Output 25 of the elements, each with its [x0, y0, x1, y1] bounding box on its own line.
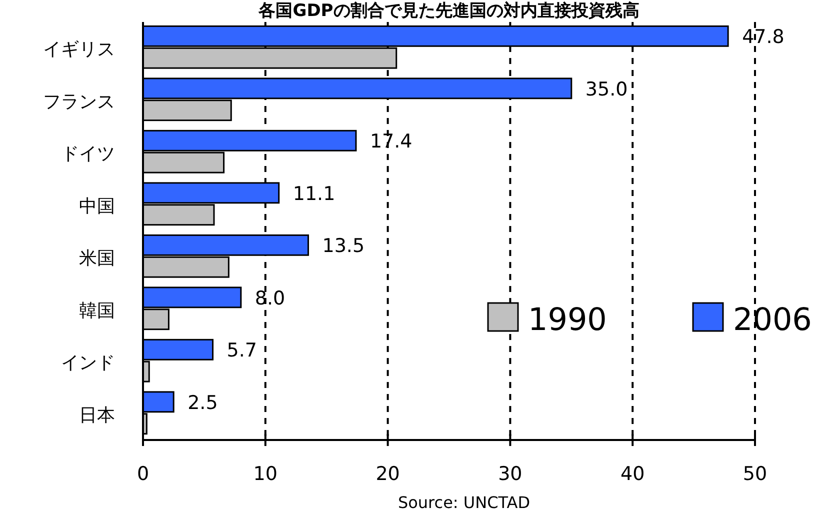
- y-tick-label: ドイツ: [61, 144, 115, 165]
- y-tick-label: イギリス: [43, 39, 115, 60]
- y-tick-label: フランス: [43, 91, 115, 112]
- y-tick-label: 日本: [79, 404, 115, 426]
- y-tick-label: 韓国: [79, 300, 115, 322]
- data-label: 8.0: [254, 287, 286, 310]
- chart-title: 各国GDPの割合で見た先進国の対内直接投資残高: [258, 1, 640, 21]
- data-label: 47.8: [742, 26, 784, 48]
- data-label: 5.7: [226, 340, 257, 362]
- x-tick-label: 0: [136, 463, 150, 485]
- x-tick-label: 50: [742, 463, 768, 485]
- data-label: 11.1: [292, 182, 336, 205]
- x-tick-label: 30: [498, 463, 522, 485]
- data-label: 35.0: [585, 78, 628, 100]
- data-label: 13.5: [322, 235, 365, 258]
- legend-label: 2006: [733, 302, 812, 338]
- y-tick-label: 中国: [79, 196, 115, 217]
- y-tick-label: インド: [61, 352, 115, 374]
- source-note: Source: UNCTAD: [398, 493, 530, 512]
- y-tick-label: 米国: [79, 248, 115, 270]
- x-tick-label: 20: [376, 463, 400, 485]
- x-tick-label: 40: [620, 463, 645, 485]
- legend-label: 1990: [528, 302, 607, 338]
- data-label: 2.5: [188, 392, 218, 414]
- x-tick-label: 10: [253, 463, 278, 485]
